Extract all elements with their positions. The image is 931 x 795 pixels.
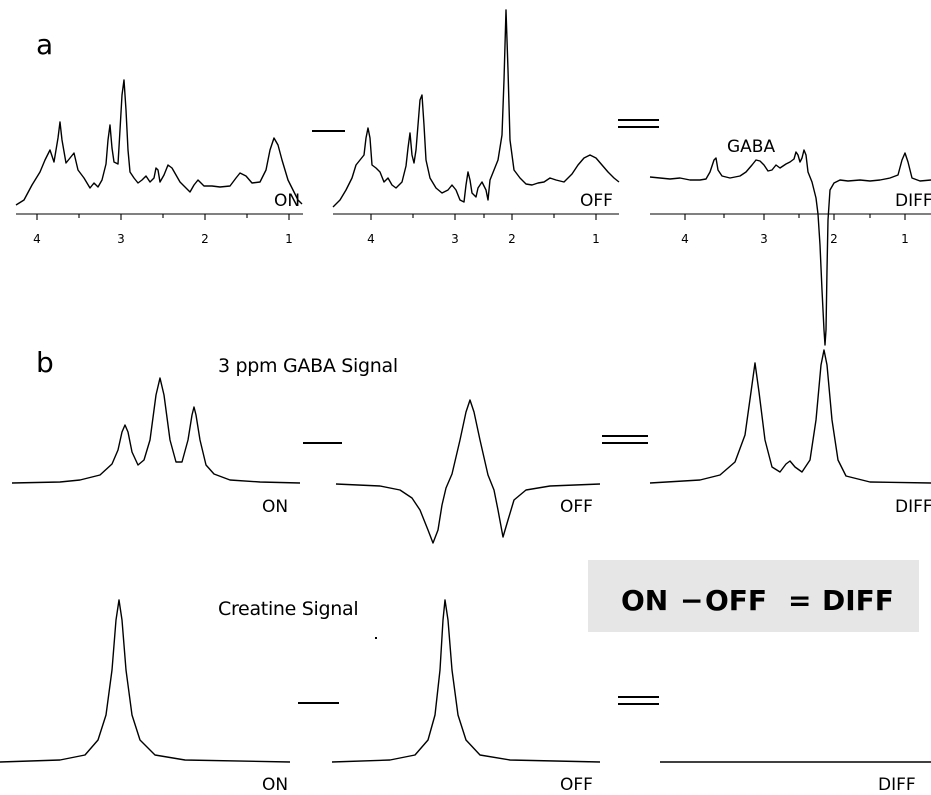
creatine-on-trace bbox=[0, 599, 291, 763]
panel-a-off-tick-1: 1 bbox=[592, 232, 600, 246]
panel-a-on-tick-2: 2 bbox=[201, 232, 209, 246]
panel-a-off-tick-4: 4 bbox=[367, 232, 375, 246]
equation-off: OFF bbox=[705, 584, 767, 617]
panel-a-on-tick-1: 1 bbox=[285, 232, 293, 246]
panel-b-letter: b bbox=[36, 346, 54, 379]
equation-equals: = bbox=[788, 584, 811, 617]
gaba-on-spectrum: ON bbox=[11, 377, 301, 517]
panel-a-on-tick-4: 4 bbox=[33, 232, 41, 246]
panel-a-equals-sign bbox=[618, 119, 659, 128]
stray-dot bbox=[375, 637, 377, 639]
panel-a-diff-tick-1: 1 bbox=[901, 232, 909, 246]
panel-a-diff-label: DIFF bbox=[895, 191, 931, 211]
equation-box-background bbox=[588, 560, 919, 632]
gaba-diff-label: DIFF bbox=[895, 497, 931, 517]
panel-a-letter: a bbox=[36, 28, 53, 61]
equation-on: ON bbox=[621, 584, 668, 617]
gaba-diff-spectrum: DIFF bbox=[649, 349, 931, 517]
gaba-on-label: ON bbox=[262, 497, 288, 517]
panel-a-off-tick-2: 2 bbox=[508, 232, 516, 246]
gaba-equals-sign bbox=[602, 435, 648, 444]
panel-a-off-ticks bbox=[370, 214, 597, 220]
gaba-off-label: OFF bbox=[560, 497, 593, 517]
creatine-diff-label: DIFF bbox=[878, 775, 916, 795]
creatine-on-spectrum: ON bbox=[0, 599, 291, 795]
panel-a-on-spectrum: 4 3 2 1 ON bbox=[15, 79, 303, 246]
panel-a-on-tick-3: 3 bbox=[117, 232, 125, 246]
gaba-off-spectrum: OFF bbox=[335, 399, 601, 544]
panel-a-diff-spectrum: 4 3 2 1 DIFF GABA bbox=[649, 137, 931, 346]
creatine-diff-spectrum: DIFF bbox=[660, 761, 931, 795]
panel-a-diff-ticks bbox=[684, 214, 906, 220]
panel-a-off-tick-3: 3 bbox=[451, 232, 459, 246]
creatine-off-spectrum: OFF bbox=[331, 599, 601, 795]
creatine-signal-title: Creatine Signal bbox=[218, 598, 358, 620]
panel-a-diff-tick-2: 2 bbox=[830, 232, 838, 246]
gaba-signal-title: 3 ppm GABA Signal bbox=[218, 355, 398, 377]
equation-minus: − bbox=[680, 584, 703, 617]
panel-a-off-label: OFF bbox=[580, 191, 613, 211]
gaba-diff-trace bbox=[649, 349, 931, 484]
panel-a-on-trace bbox=[15, 79, 303, 206]
panel-a-off-spectrum: 4 3 2 1 OFF bbox=[332, 9, 620, 246]
gaba-off-trace bbox=[335, 399, 601, 544]
creatine-off-trace bbox=[331, 599, 601, 763]
panel-a-diff-tick-3: 3 bbox=[760, 232, 768, 246]
panel-a-diff-tick-4: 4 bbox=[681, 232, 689, 246]
creatine-equals-sign bbox=[618, 696, 659, 705]
equation-diff: DIFF bbox=[822, 584, 894, 617]
equation-box: ON − OFF = DIFF bbox=[588, 560, 919, 632]
panel-a-on-label: ON bbox=[274, 191, 300, 211]
gaba-on-trace bbox=[11, 377, 301, 484]
creatine-off-label: OFF bbox=[560, 775, 593, 795]
panel-a-on-ticks bbox=[36, 214, 290, 220]
panel-a-diff-trace bbox=[649, 149, 931, 346]
gaba-peak-annotation: GABA bbox=[727, 137, 775, 157]
panel-a-off-trace bbox=[332, 9, 620, 208]
creatine-on-label: ON bbox=[262, 775, 288, 795]
